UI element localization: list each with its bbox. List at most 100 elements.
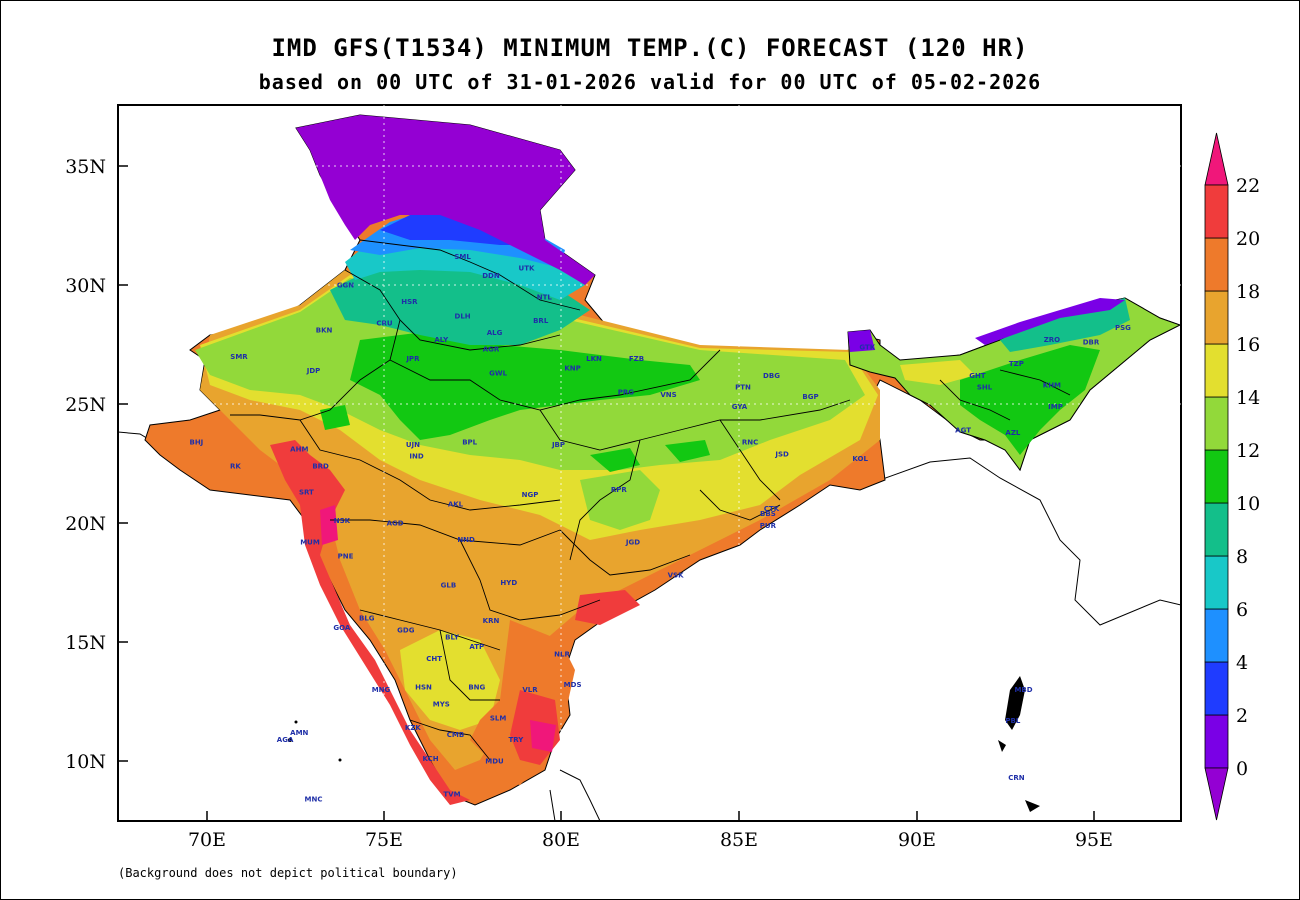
station-labels: SML DDN UTK NTL BRL ALG DLH HSR GGN CRU BKN SMR JDP J… [189, 253, 1131, 830]
colorbar-label: 6 [1236, 599, 1248, 621]
colorbar-band [1204, 714, 1229, 769]
colorbar-band [1204, 502, 1229, 557]
station-label: AGA [277, 736, 294, 744]
colorbar-band [1204, 396, 1229, 451]
station-label: BGP [802, 393, 818, 401]
x-tick-70e: 70E [188, 829, 226, 851]
colorbar-band [1204, 661, 1229, 716]
station-label: GYA [732, 403, 748, 411]
station-label: MDS [564, 681, 582, 689]
colorbar-label: 18 [1236, 281, 1260, 303]
station-label: AGR [483, 346, 500, 354]
station-label: BKN [316, 327, 333, 335]
colorbar-label: 2 [1236, 705, 1248, 727]
station-label: AZL [1005, 429, 1020, 437]
station-label: KHM [1043, 381, 1061, 389]
station-label: SLM [490, 715, 507, 723]
station-label: RNC [742, 439, 758, 447]
station-label: PBL [1005, 717, 1020, 725]
x-tick-80e: 80E [542, 829, 580, 851]
station-label: DLH [455, 312, 471, 320]
station-label: JDP [306, 367, 321, 375]
station-label: CHT [426, 655, 442, 663]
station-label: ATP [469, 643, 484, 651]
station-label: GOA [333, 624, 351, 632]
station-label: GHT [969, 372, 986, 380]
station-label: CMB [447, 731, 464, 739]
x-tick-75e: 75E [365, 829, 403, 851]
station-label: JBP [551, 441, 565, 449]
station-label: RPR [611, 486, 628, 494]
station-label: AKL [448, 500, 464, 508]
station-label: JSD [774, 450, 789, 458]
y-tick-30n: 30N [65, 275, 106, 297]
station-label: BBS [760, 510, 776, 518]
station-label: PRG [618, 389, 635, 397]
station-label: KZK [405, 724, 422, 732]
station-label: SMR [230, 353, 248, 361]
station-label: BLY [445, 634, 460, 642]
station-label: CRN [1008, 774, 1025, 782]
station-label: JGD [625, 538, 640, 546]
station-label: CTK [764, 505, 780, 513]
station-label: NGP [522, 491, 539, 499]
x-tick-85e: 85E [720, 829, 758, 851]
station-label: BPL [462, 439, 477, 447]
map-subtitle: based on 00 UTC of 31-01-2026 valid for … [258, 70, 1042, 94]
colorbar-label: 0 [1236, 758, 1248, 780]
station-label: RK [230, 462, 241, 470]
station-label: KRN [483, 617, 500, 625]
colorbar-band [1204, 449, 1229, 504]
station-label: DDN [482, 272, 500, 280]
y-tick-10n: 10N [65, 751, 106, 773]
station-label: PNE [338, 553, 354, 561]
station-label: PSG [1115, 324, 1131, 332]
station-label: KOL [852, 455, 868, 463]
y-tick-35n: 35N [65, 156, 106, 178]
station-label: MNG [372, 686, 391, 694]
station-label: SRT [299, 488, 314, 496]
station-label: BNG [468, 684, 485, 692]
station-label: BHJ [189, 439, 203, 447]
station-label: SML [454, 253, 471, 261]
station-label: JPR [405, 355, 420, 363]
station-label: ZRO [1044, 336, 1060, 344]
x-tick-90e: 90E [898, 829, 936, 851]
station-label: KCH [423, 755, 439, 763]
station-label: AGT [955, 427, 971, 435]
y-axis-labels: 35N 30N 25N 20N 15N 10N [65, 156, 106, 773]
station-label: BRD [312, 462, 329, 470]
colorbar-band [1204, 608, 1229, 663]
station-label: CRU [376, 320, 393, 328]
station-label: NSK [334, 517, 351, 525]
station-label: NLR [554, 650, 570, 658]
station-label: VSK [668, 572, 684, 580]
station-label: DBR [1083, 339, 1100, 347]
y-tick-20n: 20N [65, 513, 106, 535]
colorbar-label: 10 [1236, 493, 1260, 515]
station-label: MBD [1014, 686, 1032, 694]
y-tick-25n: 25N [65, 394, 106, 416]
colorbar-label: 16 [1236, 334, 1260, 356]
colorbar-band [1204, 555, 1229, 610]
station-label: AMN [290, 729, 308, 737]
colorbar-label: 20 [1236, 228, 1260, 250]
station-label: PTN [735, 384, 751, 392]
station-label: FZB [629, 355, 644, 363]
colorbar-bottom-arrow [1204, 767, 1229, 821]
station-label: LKN [586, 355, 602, 363]
station-label: BRL [533, 317, 549, 325]
station-label: AHM [290, 446, 308, 454]
station-label: VNS [660, 391, 676, 399]
colorbar-band [1204, 290, 1229, 345]
station-label: KDL [1033, 822, 1049, 830]
station-label: BLG [359, 615, 375, 623]
map-title: IMD GFS(T1534) MINIMUM TEMP.(C) FORECAST… [271, 34, 1029, 62]
colorbar-label: 4 [1236, 652, 1248, 674]
temperature-field: SML DDN UTK NTL BRL ALG DLH HSR GGN CRU BKN SMR JDP J… [118, 105, 1181, 830]
station-label: SHL [977, 384, 993, 392]
station-label: GLB [441, 581, 457, 589]
station-label: IMP [1048, 403, 1063, 411]
station-label: MYS [433, 700, 450, 708]
station-label: UJN [406, 441, 420, 449]
